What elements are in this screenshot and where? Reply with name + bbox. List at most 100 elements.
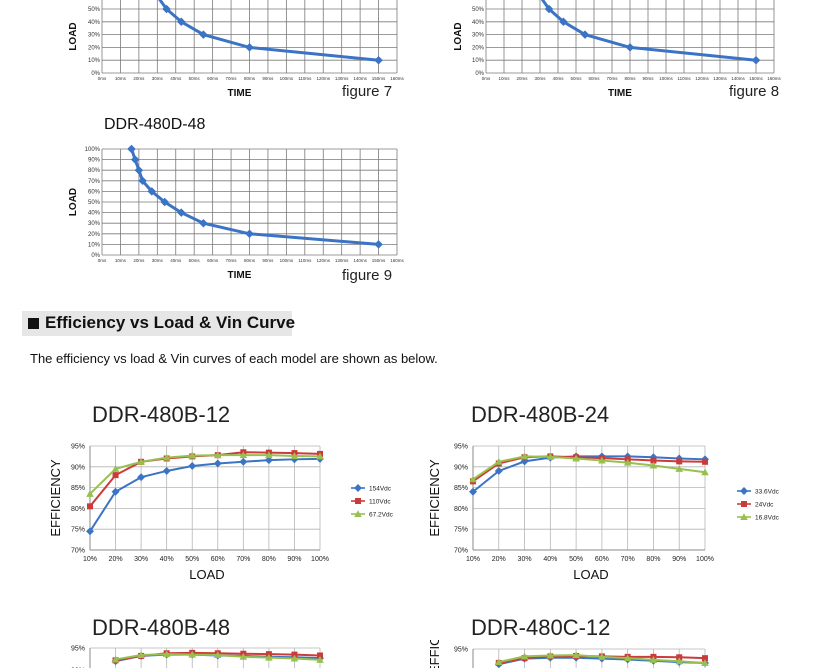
y-axis-label: EFFICIENCY <box>48 459 63 537</box>
x-tick-label: 110ms <box>298 76 312 81</box>
data-point <box>317 652 323 659</box>
data-point <box>213 451 222 459</box>
data-point <box>177 208 186 217</box>
data-point <box>701 468 709 476</box>
x-tick-label: 90% <box>287 556 301 563</box>
series-line <box>158 0 379 62</box>
data-point <box>130 155 140 164</box>
y-axis-label: LOAD <box>68 22 79 50</box>
y-tick-label: 90% <box>88 158 101 164</box>
data-point <box>374 240 383 249</box>
y-tick-label: 95% <box>454 444 468 451</box>
x-tick-label: 80% <box>262 556 276 563</box>
legend-label: 24Vdc <box>755 502 774 509</box>
chart-title-ddr-480b-48: DDR-480B-48 <box>92 615 231 640</box>
x-tick-label: 70% <box>236 556 250 563</box>
x-tick-label: 30% <box>134 556 148 563</box>
data-point <box>137 473 146 482</box>
y-tick-label: 10% <box>88 58 101 64</box>
data-point <box>520 452 529 460</box>
figure-9-label: figure 9 <box>342 267 393 284</box>
data-point <box>598 653 606 660</box>
x-tick-label: 30ms <box>152 258 164 263</box>
y-tick-label: 30% <box>88 221 101 227</box>
efficiency-chart-ddr-480c-12: 95% EFFICIENCY <box>427 640 709 668</box>
data-point <box>86 490 94 497</box>
x-tick-label: 10ms <box>498 76 510 81</box>
y-axis-label: EFFICIENCY <box>40 640 43 668</box>
y-tick-label: 20% <box>88 232 101 238</box>
x-tick-label: 20% <box>492 556 506 563</box>
x-tick-label: 80ms <box>624 76 636 81</box>
data-point <box>162 453 171 461</box>
x-axis-label: TIME <box>228 88 252 99</box>
x-tick-label: 80ms <box>244 76 256 81</box>
legend-label: 67.2Vdc <box>369 512 394 519</box>
data-point <box>213 459 222 468</box>
series-line <box>540 0 757 62</box>
data-point <box>265 451 273 459</box>
data-point <box>213 651 222 659</box>
section-description: The efficiency vs load & Vin curves of e… <box>30 351 438 366</box>
derating-chart-figure-7: 0ms 10ms 20ms 30ms 40ms 50ms 60ms 70ms 80ms 90ms 1… <box>68 0 404 99</box>
y-tick-label: 80% <box>88 168 101 174</box>
x-tick-label: 70ms <box>226 258 238 263</box>
data-point <box>623 654 632 662</box>
x-tick-label: 70% <box>621 556 635 563</box>
x-axis-label: LOAD <box>189 567 224 582</box>
data-point <box>137 458 145 465</box>
chart-title-ddr-480b-24: DDR-480B-24 <box>471 402 610 427</box>
y-axis-label: LOAD <box>68 188 79 216</box>
data-point <box>546 651 555 659</box>
x-tick-label: 30% <box>518 556 532 563</box>
series-line <box>472 455 706 483</box>
data-point <box>354 484 362 492</box>
x-tick-label: 40ms <box>170 258 182 263</box>
x-tick-label: 130ms <box>335 258 349 263</box>
data-point <box>137 651 145 659</box>
y-tick-label: 20% <box>88 45 101 51</box>
legend-label: 16.8Vdc <box>755 515 780 522</box>
data-point <box>291 651 298 658</box>
y-tick-label: 20% <box>472 45 485 51</box>
x-tick-label: 0ms <box>98 76 107 81</box>
data-point <box>127 144 136 154</box>
x-tick-label: 50% <box>569 556 583 563</box>
x-tick-label: 90% <box>672 556 686 563</box>
figure-8-label: figure 8 <box>729 83 780 100</box>
y-tick-label: 40% <box>88 20 101 26</box>
x-tick-label: 30ms <box>534 76 546 81</box>
data-point <box>374 55 383 65</box>
efficiency-chart-ddr-480b-24: 70% 75% 80% 85% 90% 95% 10% 20% 30% 40% 50% 60% 70% 8… <box>427 444 780 583</box>
x-tick-label: 110ms <box>298 258 312 263</box>
data-point <box>469 487 477 496</box>
x-axis-label: LOAD <box>573 567 608 582</box>
x-axis-label: TIME <box>228 270 252 281</box>
x-tick-label: 150ms <box>372 258 386 263</box>
y-tick-label: 0% <box>91 253 100 259</box>
series-line <box>89 454 321 495</box>
efficiency-chart-ddr-480b-12: 70% 75% 80% 85% 90% 95% 10% 20% 30% 40% 50% 60% 70% 8… <box>48 444 394 583</box>
x-tick-label: 100ms <box>280 76 294 81</box>
data-point <box>239 451 248 459</box>
y-tick-label: 30% <box>88 33 101 39</box>
data-point <box>188 451 197 459</box>
data-point <box>290 654 299 662</box>
data-point <box>649 461 658 469</box>
x-tick-label: 40% <box>543 556 557 563</box>
data-point <box>572 454 580 462</box>
x-tick-label: 20ms <box>133 258 145 263</box>
data-point <box>559 17 568 27</box>
data-point <box>740 513 748 520</box>
y-tick-label: 50% <box>88 200 101 206</box>
data-point <box>134 165 144 175</box>
data-point <box>111 465 120 472</box>
data-point <box>675 657 684 665</box>
data-point <box>147 187 157 196</box>
x-tick-label: 80% <box>646 556 660 563</box>
data-point <box>316 452 324 460</box>
data-point <box>676 654 683 661</box>
data-point <box>112 472 119 479</box>
x-tick-label: 20% <box>109 556 123 563</box>
x-tick-label: 70ms <box>606 76 618 81</box>
